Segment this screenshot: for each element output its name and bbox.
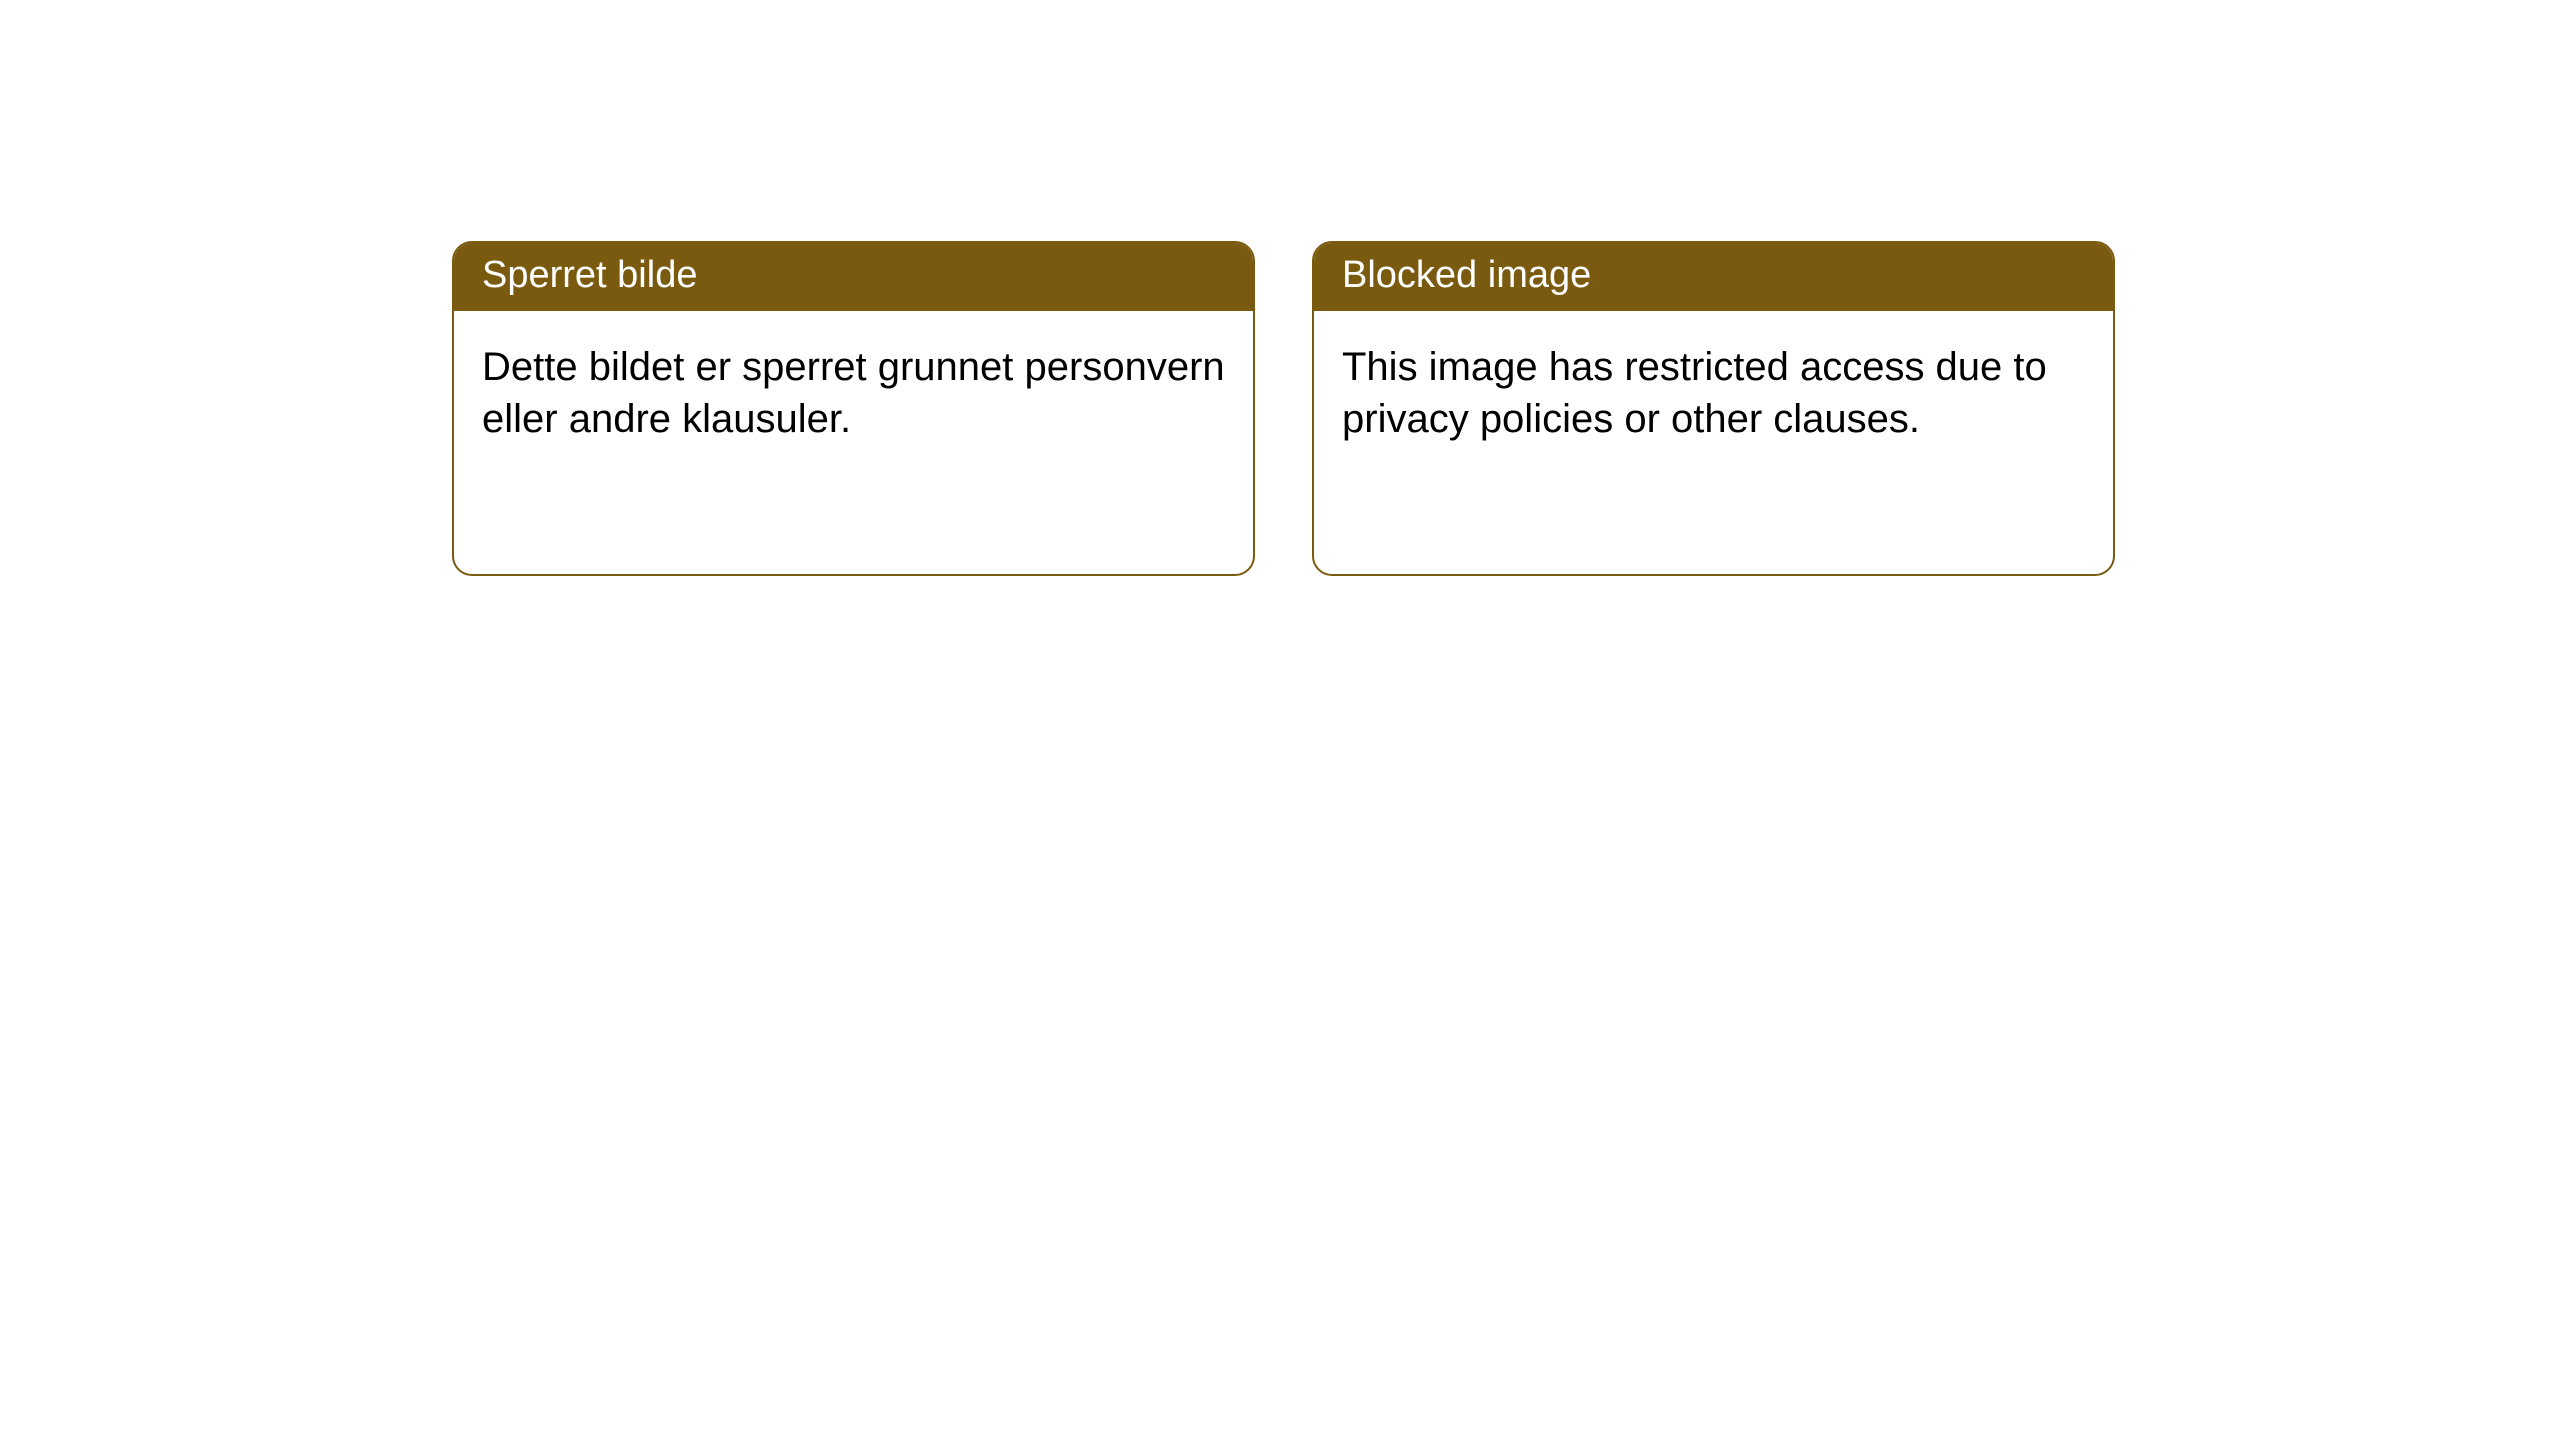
card-body-text: This image has restricted access due to … [1314, 311, 2113, 475]
notice-cards-container: Sperret bilde Dette bildet er sperret gr… [452, 241, 2115, 576]
card-header-title: Blocked image [1314, 243, 2113, 311]
notice-card-norwegian: Sperret bilde Dette bildet er sperret gr… [452, 241, 1255, 576]
card-header-title: Sperret bilde [454, 243, 1253, 311]
notice-card-english: Blocked image This image has restricted … [1312, 241, 2115, 576]
card-body-text: Dette bildet er sperret grunnet personve… [454, 311, 1253, 475]
